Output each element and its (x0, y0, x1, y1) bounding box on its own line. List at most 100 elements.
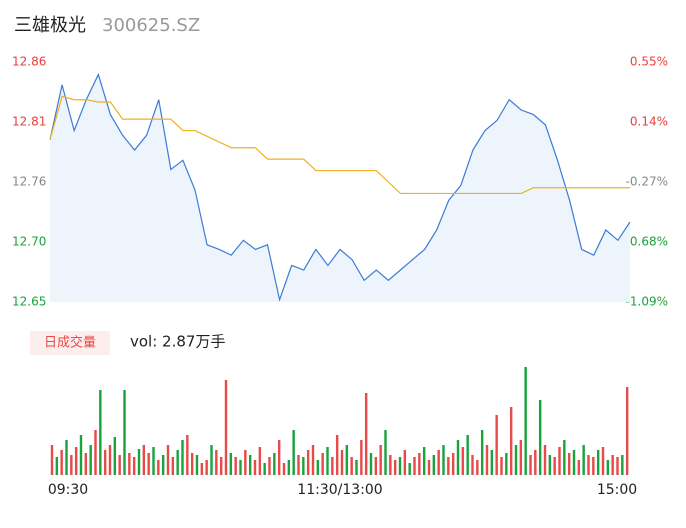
volume-bar (500, 457, 503, 475)
volume-bar (543, 445, 547, 475)
stock-name: 三雄极光 (14, 15, 86, 36)
volume-bar (99, 390, 102, 475)
y-tick-label: 12.86 (12, 55, 46, 69)
average-line (49, 95, 630, 195)
volume-bar (466, 435, 469, 475)
volume-bar (55, 457, 59, 475)
volume-bar (456, 440, 460, 475)
volume-bar (229, 453, 233, 475)
volume-bar (297, 455, 300, 475)
volume-bar (234, 457, 237, 475)
volume-bar (538, 400, 542, 475)
volume-bar (524, 367, 527, 475)
y2-tick-label: 0.55% (630, 55, 668, 69)
volume-bar (476, 460, 479, 475)
y-tick-label: 12.65 (12, 295, 46, 309)
volume-bar (611, 455, 614, 475)
x-tick-label: 09:30 (48, 482, 88, 498)
volume-label-box (30, 331, 110, 355)
volume-bar (422, 447, 426, 475)
volume-bar (94, 430, 97, 475)
volume-bar (563, 440, 566, 475)
volume-bar (616, 457, 619, 475)
y2-tick-label: -0.68% (626, 235, 668, 249)
volume-bar (157, 460, 160, 475)
volume-bar (480, 430, 484, 475)
volume-bar (548, 455, 552, 475)
y-tick-label: 12.70 (12, 235, 46, 249)
volume-bar (128, 453, 131, 475)
y-tick-label: 12.81 (12, 115, 46, 129)
volume-bar (244, 450, 247, 475)
volume-bar (442, 445, 445, 475)
volume-bar (152, 447, 155, 475)
volume-bar (142, 445, 146, 475)
volume-bar (224, 380, 228, 475)
volume-bar (268, 457, 271, 475)
volume-bar (418, 453, 421, 475)
volume-bar (364, 393, 368, 475)
volume-bar (384, 430, 387, 475)
volume-bar (118, 455, 121, 475)
volume-bar (161, 455, 165, 475)
volume-bar (509, 407, 513, 475)
volume-bar (171, 457, 175, 475)
volume-bar (84, 453, 88, 475)
volume-bar (137, 449, 141, 475)
volume-bar (355, 460, 358, 475)
volume-bar (210, 445, 213, 475)
volume-bar (335, 435, 339, 475)
volume-bar (50, 445, 54, 475)
volume-bar (306, 450, 310, 475)
volume-bar (331, 457, 334, 475)
volume-bar (200, 463, 204, 475)
volume-bar (621, 455, 624, 475)
volume-bar (302, 457, 305, 475)
volume-bar (219, 457, 223, 475)
y2-tick-label: 0.14% (630, 115, 668, 129)
volume-bar (461, 447, 465, 475)
volume-bar (273, 453, 276, 475)
volume-bar (287, 460, 291, 475)
volume-bar (60, 450, 63, 475)
volume-bar (485, 445, 489, 475)
volume-bar (360, 440, 363, 475)
volume-bar (181, 440, 184, 475)
volume-bar (74, 447, 78, 475)
volume-bar (398, 457, 402, 475)
y-tick-label: 12.76 (12, 175, 46, 189)
volume-bar (577, 460, 581, 475)
price-line (49, 72, 631, 302)
volume-bar (113, 437, 117, 475)
volume-bar (195, 455, 199, 475)
volume-bar (432, 455, 436, 475)
volume-bar (277, 440, 281, 475)
y2-tick-label: -0.27% (626, 175, 668, 189)
volume-bar (70, 455, 73, 475)
volume-bar (553, 457, 556, 475)
volume-bar (529, 455, 532, 475)
volume-bar (292, 430, 295, 475)
volume-bar (186, 435, 189, 475)
volume-bar (282, 463, 286, 475)
volume-bar (596, 450, 600, 475)
volume-bar (350, 457, 353, 475)
volume-bar (123, 390, 126, 475)
volume-bar (258, 447, 262, 475)
volume-summary: vol: 2.87万手 (130, 333, 225, 351)
volume-bar (311, 445, 315, 475)
volume-bar (103, 450, 107, 475)
volume-bar (326, 447, 329, 475)
volume-bar (587, 455, 590, 475)
volume-bar (408, 463, 411, 475)
volume-bar (572, 450, 576, 475)
volume-bar (253, 460, 257, 475)
volume-bar (321, 453, 324, 475)
volume-bar (263, 463, 266, 475)
volume-bar (625, 387, 629, 475)
volume-bar (403, 450, 407, 475)
volume-bar (393, 460, 397, 475)
volume-bar (147, 453, 150, 475)
